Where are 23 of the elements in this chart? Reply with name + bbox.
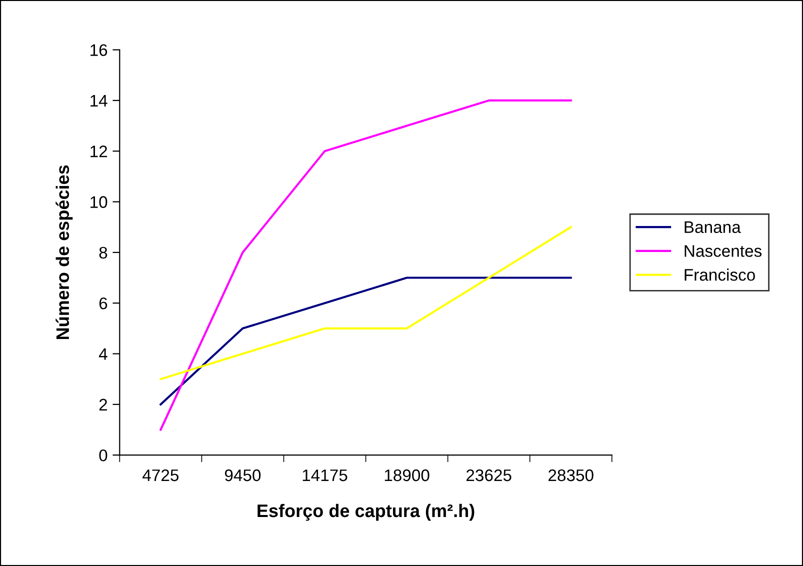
y-tick-label: 2 [99,398,108,410]
y-tick-label: 12 [90,146,108,158]
y-tick-label: 0 [99,449,108,462]
y-tick-label: 6 [99,297,108,310]
y-axis-title: Número de espécies [56,165,73,340]
y-tick-label: 10 [90,196,108,208]
legend-label: Francisco [684,268,755,281]
legend-label: Nascentes [684,245,762,257]
line-series [160,276,572,406]
x-axis-title: Esforço de captura (m².h) [258,504,474,521]
x-tick-label: 28350 [548,469,594,482]
line-series [160,226,572,380]
legend-label: Banana [684,221,741,234]
x-tick-label: 14175 [302,470,348,482]
x-tick-label: 18900 [384,469,430,482]
x-tick-label: 4725 [142,469,179,482]
x-tick-label: 9450 [224,469,261,482]
y-tick-label: 8 [99,246,108,259]
y-tick-label: 16 [90,44,108,56]
y-tick-label: 14 [90,95,108,107]
y-tick-label: 4 [98,348,108,360]
line-series [160,99,572,431]
x-tick-label: 23625 [466,469,512,482]
